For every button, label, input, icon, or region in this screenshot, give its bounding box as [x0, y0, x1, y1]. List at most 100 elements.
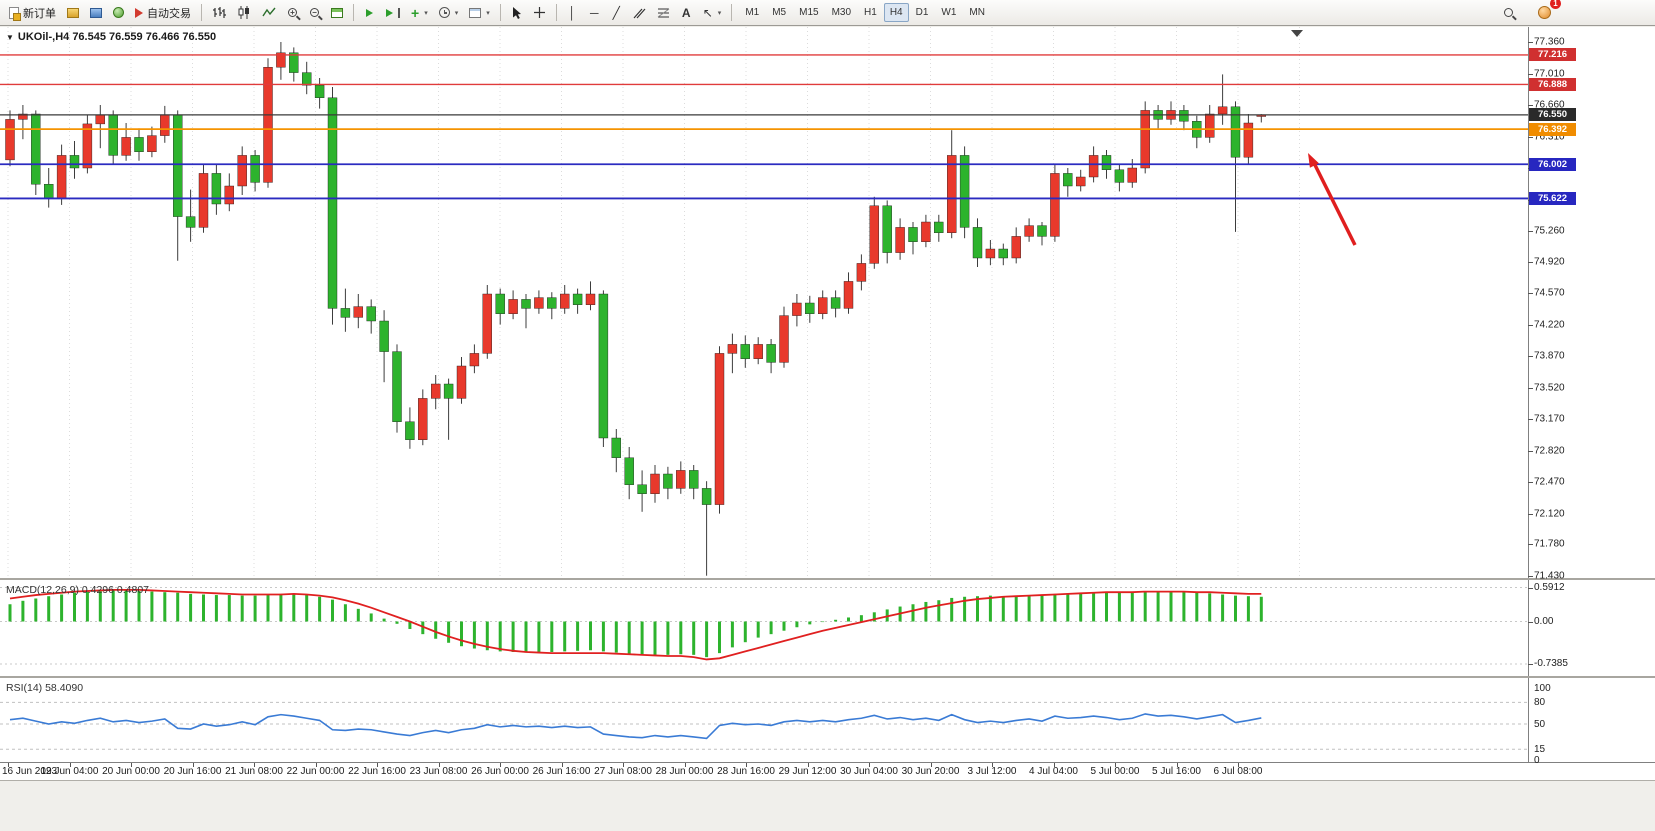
tf-button-D1[interactable]: D1 [910, 3, 935, 22]
bar-chart-button[interactable] [207, 2, 231, 23]
chart-shift-button[interactable] [381, 2, 405, 23]
price-tick: 76.310 [1534, 131, 1565, 142]
macd-panel[interactable] [0, 582, 1528, 676]
new-order-button[interactable]: 新订单 [4, 2, 61, 23]
candle [1204, 113, 1215, 138]
tile-windows-button[interactable] [326, 2, 348, 23]
horizontal-line-tool-button[interactable]: ─ [584, 2, 605, 23]
rsi-label: RSI(14) 58.4090 [6, 682, 84, 694]
arrows-tool-icon: ↖ [702, 5, 713, 20]
zoom-out-button[interactable]: − [304, 2, 325, 23]
chart-title-text: UKOil-,H4 76.545 76.559 76.466 76.550 [17, 31, 217, 43]
market-watch-button[interactable] [62, 2, 84, 23]
rsi-panel[interactable] [0, 680, 1528, 762]
price-tickmark [1528, 261, 1533, 263]
candle [82, 123, 93, 169]
bottom-border [0, 780, 1655, 781]
candle [5, 119, 15, 161]
candle [198, 173, 209, 228]
macd-scale-tick: 0.00 [1534, 615, 1554, 627]
candle [766, 344, 776, 363]
autotrading-button[interactable]: 自动交易 [130, 2, 196, 23]
trendline-tool-button[interactable]: ╱ [606, 2, 627, 23]
vertical-line-tool-button[interactable]: │ [562, 2, 583, 23]
panel-splitter[interactable] [0, 676, 1655, 678]
candle [869, 205, 879, 264]
tf-button-H4[interactable]: H4 [883, 3, 909, 22]
tf-button-M5[interactable]: M5 [766, 3, 792, 22]
chart-menu-icon[interactable]: ▼ [6, 32, 14, 42]
cursor-tool-button[interactable] [506, 2, 527, 23]
candle [1063, 173, 1073, 187]
candle [456, 365, 467, 399]
chart-shift-bar [398, 7, 400, 18]
price-tick: 74.220 [1534, 319, 1565, 331]
time-label: 30 Jun 20:00 [901, 766, 960, 777]
clock-icon [438, 7, 450, 18]
candle [972, 227, 983, 259]
time-tickmark [69, 763, 71, 767]
auto-scroll-button[interactable] [359, 2, 380, 23]
tf-button-M1[interactable]: M1 [739, 3, 765, 22]
candle [392, 351, 402, 423]
channel-tool-button[interactable] [628, 2, 651, 23]
candle [1127, 167, 1138, 183]
fibonacci-icon [657, 7, 670, 18]
notification-badge: 1 [1550, 0, 1561, 9]
fibonacci-tool-button[interactable] [652, 2, 675, 23]
periods-button[interactable]: ▾ [434, 2, 464, 23]
price-badge: 76.002 [1529, 157, 1576, 171]
candle [276, 52, 286, 68]
tf-button-W1[interactable]: W1 [935, 3, 962, 22]
arrows-tool-button[interactable]: ↖ ▾ [698, 2, 727, 23]
candlestick-chart-icon [238, 6, 249, 19]
autotrading-label: 自动交易 [147, 7, 191, 20]
time-tickmark [623, 763, 624, 767]
chart-title: ▼ UKOil-,H4 76.545 76.559 76.466 76.550 [6, 31, 216, 43]
candle [611, 437, 621, 458]
navigator-button[interactable] [108, 2, 129, 23]
search-button[interactable] [1498, 2, 1519, 23]
candle [1075, 176, 1086, 187]
search-icon [1504, 8, 1513, 17]
candle [160, 114, 170, 136]
price-tick: 74.570 [1534, 287, 1565, 299]
main-chart[interactable] [0, 27, 1528, 578]
time-axis[interactable]: 16 Jun 2023 19 Jun 04:00 20 Jun 00:00 20 Ju… [0, 763, 1655, 780]
cursor-icon [512, 6, 521, 19]
chevron-down-icon: ▾ [486, 9, 490, 17]
candlestick-chart-button[interactable] [232, 2, 256, 23]
price-tick: 74.920 [1534, 256, 1565, 268]
tf-button-MN[interactable]: MN [963, 3, 991, 22]
panel-splitter[interactable] [0, 578, 1655, 580]
time-label: 16 Jun 2023 [2, 766, 58, 777]
candle [650, 473, 660, 494]
templates-button[interactable]: ▾ [464, 2, 495, 23]
chevron-down-icon: ▾ [717, 9, 722, 17]
toolbar-separator [353, 4, 354, 21]
notifications-button[interactable]: 1 [1533, 0, 1561, 23]
tf-button-M30[interactable]: M30 [826, 3, 857, 22]
price-tickmark [1528, 293, 1533, 295]
candle [44, 183, 54, 199]
arrow-annotation[interactable] [1308, 153, 1357, 246]
time-tickmark [254, 763, 255, 767]
candle [714, 353, 725, 505]
tf-button-H1[interactable]: H1 [858, 3, 883, 22]
line-chart-button[interactable] [257, 2, 281, 23]
toolbar-separator [731, 4, 733, 21]
price-tickmark [1528, 387, 1533, 389]
zoom-in-button[interactable]: + [282, 2, 303, 23]
candle [1088, 155, 1099, 178]
tf-button-M15[interactable]: M15 [793, 3, 824, 22]
text-tool-button[interactable]: A [676, 2, 697, 23]
bar-chart-icon [213, 7, 226, 18]
candle [1037, 225, 1047, 237]
data-window-button[interactable] [85, 2, 107, 23]
macd-histogram [8, 590, 1263, 658]
crosshair-tool-button[interactable] [528, 2, 551, 23]
candle [1114, 169, 1125, 183]
toolbar: 新订单 自动交易 + − + ▾ ▾ ▾ [0, 0, 1655, 26]
indicators-button[interactable]: + ▾ [406, 2, 433, 23]
toolbar-separator [499, 4, 501, 21]
